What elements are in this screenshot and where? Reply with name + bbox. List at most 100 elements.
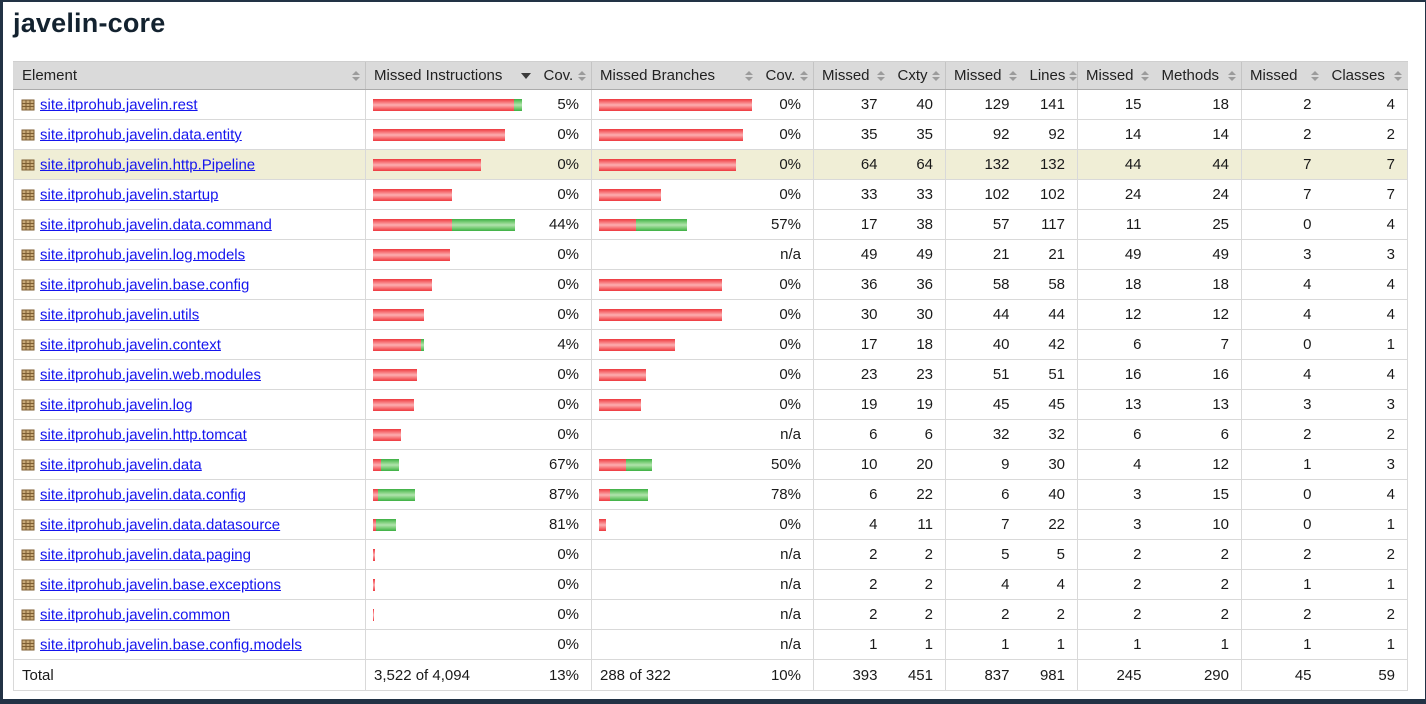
missed-lines-cell: 1 — [945, 629, 1022, 660]
column-header-methods-10[interactable]: Methods — [1153, 61, 1242, 90]
column-header-missed-9[interactable]: Missed — [1077, 61, 1154, 90]
column-header-missed-11[interactable]: Missed — [1241, 61, 1324, 90]
package-link[interactable]: site.itprohub.javelin.startup — [40, 186, 219, 204]
instruction-coverage-cell: 0% — [535, 629, 592, 660]
missed-cxty-cell: 23 — [813, 359, 890, 390]
classes-cell: 4 — [1323, 209, 1408, 240]
package-link[interactable]: site.itprohub.javelin.data.entity — [40, 126, 242, 144]
element-cell: site.itprohub.javelin.context — [13, 329, 366, 360]
missed-lines-cell: 51 — [945, 359, 1022, 390]
branch-coverage-cell: 50% — [757, 449, 814, 480]
missed-methods-cell: 2 — [1077, 539, 1154, 570]
package-link[interactable]: site.itprohub.javelin.utils — [40, 306, 200, 324]
missed-bar-segment — [373, 399, 414, 412]
column-header-cov--4[interactable]: Cov. — [757, 61, 814, 90]
total-classes-cell: 59 — [1323, 659, 1408, 691]
column-header-missed-7[interactable]: Missed — [945, 61, 1022, 90]
element-cell: site.itprohub.javelin.common — [13, 599, 366, 630]
missed-methods-cell: 18 — [1077, 269, 1154, 300]
branch-coverage-cell: n/a — [757, 539, 814, 570]
table-row: site.itprohub.javelin.context 4% 0% 17 18 40 4… — [13, 329, 1408, 360]
column-header-classes-12[interactable]: Classes — [1323, 61, 1408, 90]
column-header-element-0[interactable]: Element — [13, 61, 366, 90]
instruction-coverage-cell: 44% — [535, 209, 592, 240]
methods-cell: 6 — [1153, 419, 1242, 450]
missed-classes-cell: 1 — [1241, 629, 1324, 660]
missed-bar-segment — [373, 519, 376, 532]
table-body: site.itprohub.javelin.rest 5% 0% 37 40 129 141… — [13, 89, 1408, 660]
methods-cell: 12 — [1153, 449, 1242, 480]
column-header-missed-branches-3[interactable]: Missed Branches — [591, 61, 758, 90]
missed-methods-cell: 15 — [1077, 89, 1154, 120]
missed-bar-segment — [373, 129, 505, 142]
element-cell: site.itprohub.javelin.rest — [13, 89, 366, 120]
table-footer: Total 3,522 of 4,094 13% 288 of 322 10% 393 45… — [13, 659, 1408, 691]
element-cell: site.itprohub.javelin.data.datasource — [13, 509, 366, 540]
column-header-missed-instructions-1[interactable]: Missed Instructions — [365, 61, 536, 90]
cxty-cell: 35 — [889, 119, 946, 150]
cxty-cell: 1 — [889, 629, 946, 660]
branch-coverage-cell: 0% — [757, 119, 814, 150]
missed-bar-segment — [599, 489, 610, 502]
table-row: site.itprohub.javelin.base.config.models… — [13, 629, 1408, 660]
package-link[interactable]: site.itprohub.javelin.rest — [40, 96, 198, 114]
missed-instructions-bar-cell — [365, 149, 536, 180]
package-link[interactable]: site.itprohub.javelin.data.command — [40, 216, 272, 234]
missed-branches-bar-cell — [591, 179, 758, 210]
lines-cell: 1 — [1021, 629, 1078, 660]
package-link[interactable]: site.itprohub.javelin.common — [40, 606, 231, 624]
column-label: Missed — [1086, 67, 1134, 84]
package-link[interactable]: site.itprohub.javelin.base.config.models — [40, 636, 302, 654]
package-link[interactable]: site.itprohub.javelin.log — [40, 396, 193, 414]
column-header-missed-5[interactable]: Missed — [813, 61, 890, 90]
column-header-cxty-6[interactable]: Cxty — [889, 61, 946, 90]
package-link[interactable]: site.itprohub.javelin.data.datasource — [40, 516, 281, 534]
methods-cell: 7 — [1153, 329, 1242, 360]
total-missed-classes-cell: 45 — [1241, 659, 1324, 691]
missed-instructions-bar-cell — [365, 569, 536, 600]
package-link[interactable]: site.itprohub.javelin.base.exceptions — [40, 576, 281, 594]
total-methods-cell: 290 — [1153, 659, 1242, 691]
classes-cell: 3 — [1323, 239, 1408, 270]
missed-cxty-cell: 6 — [813, 419, 890, 450]
package-icon — [21, 578, 35, 592]
missed-classes-cell: 3 — [1241, 389, 1324, 420]
package-link[interactable]: site.itprohub.javelin.http.tomcat — [40, 426, 247, 444]
missed-bar-segment — [599, 279, 722, 292]
table-row: site.itprohub.javelin.data.datasource 81%… — [13, 509, 1408, 540]
package-link[interactable]: site.itprohub.javelin.base.config — [40, 276, 250, 294]
missed-bar-segment — [373, 369, 417, 382]
package-link[interactable]: site.itprohub.javelin.context — [40, 336, 221, 354]
missed-instructions-bar — [373, 189, 452, 202]
element-cell: site.itprohub.javelin.base.config.models — [13, 629, 366, 660]
package-link[interactable]: site.itprohub.javelin.data.config — [40, 486, 246, 504]
lines-cell: 30 — [1021, 449, 1078, 480]
branch-coverage-cell: 78% — [757, 479, 814, 510]
covered-bar-segment — [376, 519, 396, 532]
lines-cell: 21 — [1021, 239, 1078, 270]
missed-bar-segment — [599, 459, 626, 472]
column-header-cov--2[interactable]: Cov. — [535, 61, 592, 90]
package-link[interactable]: site.itprohub.javelin.web.modules — [40, 366, 261, 384]
missed-methods-cell: 16 — [1077, 359, 1154, 390]
column-header-lines-8[interactable]: Lines — [1021, 61, 1078, 90]
missed-instructions-bar-cell — [365, 419, 536, 450]
package-link[interactable]: site.itprohub.javelin.data.paging — [40, 546, 251, 564]
branch-coverage-cell: 0% — [757, 359, 814, 390]
cxty-cell: 49 — [889, 239, 946, 270]
missed-branches-bar — [599, 399, 641, 412]
missed-bar-segment — [373, 219, 452, 232]
package-link[interactable]: site.itprohub.javelin.http.Pipeline — [40, 156, 256, 174]
covered-bar-segment — [610, 489, 648, 502]
cxty-cell: 40 — [889, 89, 946, 120]
table-row: site.itprohub.javelin.rest 5% 0% 37 40 129 141… — [13, 89, 1408, 120]
sort-up-down-icon — [1228, 70, 1236, 81]
package-link[interactable]: site.itprohub.javelin.log.models — [40, 246, 246, 264]
missed-lines-cell: 44 — [945, 299, 1022, 330]
package-link[interactable]: site.itprohub.javelin.data — [40, 456, 202, 474]
missed-branches-bar — [599, 459, 652, 472]
missed-cxty-cell: 6 — [813, 479, 890, 510]
element-cell: site.itprohub.javelin.http.tomcat — [13, 419, 366, 450]
header-row: Element Missed Instructions Cov. Missed Bra… — [13, 61, 1408, 90]
missed-branches-bar-cell — [591, 629, 758, 660]
